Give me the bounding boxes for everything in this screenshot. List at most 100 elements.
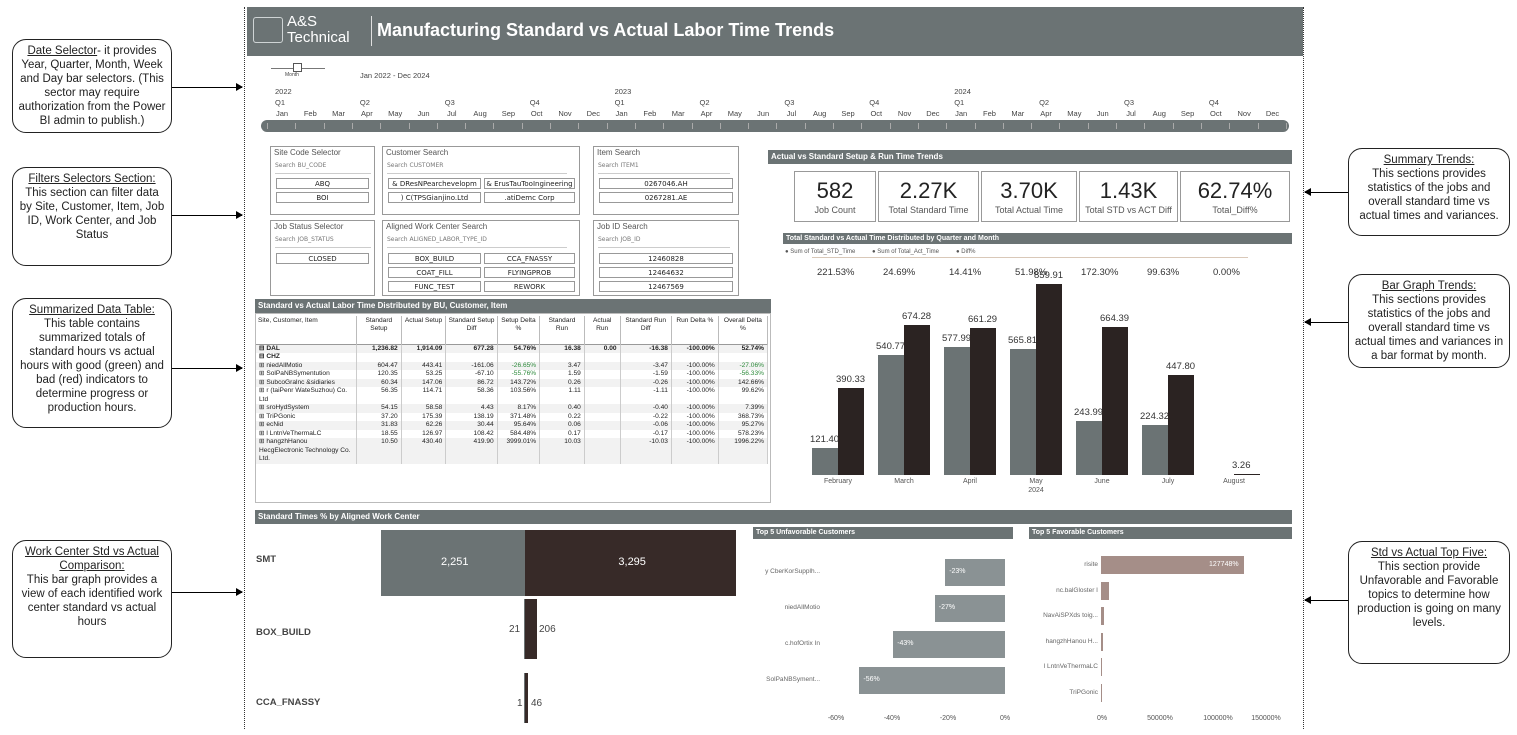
- table-cell: -1.11: [620, 387, 672, 404]
- search-input[interactable]: Search BU_CODE: [275, 162, 371, 174]
- column-header[interactable]: Standard Run Diff: [620, 316, 672, 344]
- timeline-month[interactable]: Jan: [955, 109, 968, 118]
- header-divider: [371, 16, 372, 46]
- timeline-month[interactable]: Dec: [926, 109, 940, 118]
- column-header[interactable]: Setup Delta %: [497, 316, 541, 344]
- customer-option[interactable]: & ErusTauTooIngineering: [484, 178, 575, 189]
- workcenter-option[interactable]: FUNC_TEST: [388, 281, 481, 292]
- table-cell: 62.26: [401, 421, 447, 430]
- search-input[interactable]: Search ITEM1: [598, 162, 730, 174]
- column-header[interactable]: Run Delta %: [671, 316, 719, 344]
- table-row[interactable]: ⊞ ecNid 31.83 62.26 30.44 95.64% 0.06 -0.06 -10…: [256, 421, 769, 430]
- timeline-month[interactable]: Mar: [671, 109, 685, 118]
- column-header[interactable]: Overall Delta %: [718, 316, 769, 344]
- timeline-month[interactable]: Feb: [643, 109, 657, 118]
- timeline-month[interactable]: Feb: [303, 109, 317, 118]
- timeline-month[interactable]: Apr: [1040, 109, 1052, 118]
- job-option[interactable]: 12464632: [599, 267, 733, 278]
- search-input[interactable]: Search JOB_STATUS: [275, 236, 371, 248]
- column-header[interactable]: Standard Setup Diff: [445, 316, 498, 344]
- table-row[interactable]: ⊟ CHZ: [256, 353, 769, 362]
- table-cell: 54.76%: [497, 344, 541, 353]
- timeline-month[interactable]: May: [388, 109, 403, 118]
- timeline-month[interactable]: Sep: [1180, 109, 1195, 118]
- item-option[interactable]: 0267046.AH: [599, 178, 733, 189]
- workcenter-option[interactable]: FLYINGPROB: [484, 267, 575, 278]
- workcenter-option[interactable]: REWORK: [484, 281, 575, 292]
- table-row[interactable]: ⊞ sroHydSystem 54.15 58.58 4.43 8.17% 0.40 -0.…: [256, 404, 769, 413]
- timeline-month[interactable]: Aug: [813, 109, 827, 118]
- site-option[interactable]: BOI: [276, 192, 369, 203]
- act-segment: [525, 599, 537, 659]
- timeline-tick: [974, 123, 976, 129]
- search-input[interactable]: Search CUSTOMER: [387, 162, 567, 174]
- customer-option[interactable]: & DResNPearchevelopm: [388, 178, 481, 189]
- timeline-month[interactable]: Dec: [586, 109, 600, 118]
- timeline-month[interactable]: Apr: [361, 109, 373, 118]
- timeline-month[interactable]: Oct: [870, 109, 883, 118]
- timeline-month[interactable]: Jun: [1096, 109, 1109, 118]
- timeline-tick: [804, 123, 806, 129]
- customer-option[interactable]: .atiDemc Corp: [484, 192, 575, 203]
- job-status-slicer: Job Status Selector Search JOB_STATUS CL…: [270, 220, 375, 296]
- timeline-quarter: Q2: [699, 98, 710, 107]
- timeline-month[interactable]: Sep: [501, 109, 516, 118]
- timeline-month[interactable]: Feb: [983, 109, 996, 118]
- table-row[interactable]: ⊞ TriPGonic 37.20 175.39 138.19 371.48% 0.22 -…: [256, 412, 769, 421]
- timeline-month[interactable]: Sep: [841, 109, 855, 118]
- column-header[interactable]: Standard Setup: [356, 316, 402, 344]
- timeline-month[interactable]: Oct: [1210, 109, 1222, 118]
- timeline-month[interactable]: Apr: [700, 109, 713, 118]
- timeline-month[interactable]: Aug: [1152, 109, 1166, 118]
- status-option[interactable]: CLOSED: [276, 253, 369, 264]
- timeline-month[interactable]: May: [1067, 109, 1082, 118]
- timeline-month[interactable]: Nov: [897, 109, 912, 118]
- timeline-month[interactable]: Oct: [530, 109, 543, 118]
- timeline-month[interactable]: Mar: [1011, 109, 1025, 118]
- column-header[interactable]: Site, Customer, Item: [256, 316, 357, 344]
- timeline-year: 2023: [614, 87, 632, 96]
- search-input[interactable]: Search JOB_ID: [598, 236, 730, 248]
- timeline-month[interactable]: Jul: [786, 109, 797, 118]
- customer-option[interactable]: ) C(TPSGianjino.Ltd: [388, 192, 481, 203]
- table-row[interactable]: ⊞ r (taiPenr WateSuzhou) Co. Ltd 56.35 114…: [256, 387, 769, 404]
- search-input[interactable]: Search ALIGNED_LABOR_TYPE_ID: [387, 236, 567, 248]
- timeline-month[interactable]: Jul: [1126, 109, 1136, 118]
- timeline-month[interactable]: Aug: [473, 109, 487, 118]
- workcenter-option[interactable]: BOX_BUILD: [388, 253, 481, 264]
- table-cell: 16.38: [539, 344, 585, 353]
- timeline-month[interactable]: Jun: [417, 109, 430, 118]
- callout-title: Summarized Data Table:: [29, 304, 155, 316]
- table-row[interactable]: ⊞ SubcoGralnc &sidiaries 60.34 147.06 86.72…: [256, 378, 769, 387]
- table-row[interactable]: ⊞ hangzhHanou HecgElectronic Technology …: [256, 438, 769, 464]
- timeline-month[interactable]: Jul: [447, 109, 457, 118]
- timeline-month[interactable]: Jan: [275, 109, 289, 118]
- table-row[interactable]: ⊞ niedAllMotio 604.47 443.41 -161.06 -26.65%…: [256, 361, 769, 370]
- granularity-slider[interactable]: Month: [269, 63, 327, 78]
- timeline-month[interactable]: Nov: [558, 109, 572, 118]
- item-option[interactable]: 0267281.AE: [599, 192, 733, 203]
- column-header[interactable]: Actual Setup: [401, 316, 447, 344]
- workcenter-option[interactable]: COAT_FILL: [388, 267, 481, 278]
- column-header[interactable]: Standard Run: [539, 316, 585, 344]
- workcenter-option[interactable]: CCA_FNASSY: [484, 253, 575, 264]
- table-row[interactable]: ⊞ SolPaNBSymentution 120.35 53.25 -67.10 -55…: [256, 370, 769, 379]
- timeline-month[interactable]: Jun: [757, 109, 770, 118]
- timeline-month[interactable]: May: [727, 109, 742, 118]
- job-option[interactable]: 12460828: [599, 253, 733, 264]
- row-label: ⊞ l LntnVeThermaLC: [256, 429, 357, 438]
- timeline-month[interactable]: Nov: [1237, 109, 1251, 118]
- filters-callout: Filters Selectors Section: This section c…: [12, 167, 172, 266]
- callout-body: - it provides Year, Quarter, Month, Week…: [18, 45, 166, 127]
- timeline-month[interactable]: Dec: [1265, 109, 1280, 118]
- table-row[interactable]: ⊞ l LntnVeThermaLC 18.55 126.97 108.42 584.4…: [256, 429, 769, 438]
- job-option[interactable]: 12467569: [599, 281, 733, 292]
- timeline-month[interactable]: Jan: [615, 109, 628, 118]
- column-header[interactable]: Actual Run: [584, 316, 621, 344]
- kpi-label: Total STD vs ACT Diff: [1085, 205, 1172, 215]
- site-option[interactable]: ABQ: [276, 178, 369, 189]
- favorable-title: Top 5 Favorable Customers: [1029, 527, 1292, 539]
- timeline-track[interactable]: [261, 120, 1289, 132]
- timeline-month[interactable]: Mar: [332, 109, 346, 118]
- table-row[interactable]: ⊟ DAL 1,236.82 1,914.09 677.28 54.76% 16.38 0.…: [256, 344, 769, 353]
